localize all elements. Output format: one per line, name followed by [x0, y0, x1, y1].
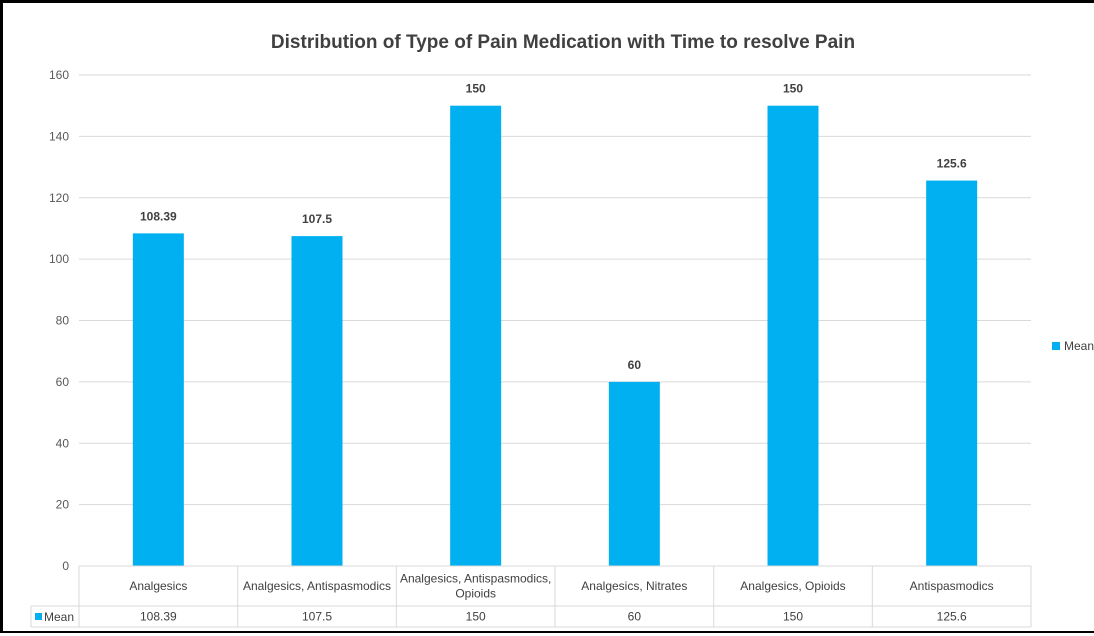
- bar: [926, 180, 978, 566]
- table-value-cell: 60: [628, 610, 642, 624]
- data-label: 107.5: [302, 212, 332, 226]
- y-tick-label: 80: [56, 314, 70, 328]
- chart-title: Distribution of Type of Pain Medication …: [271, 32, 855, 53]
- data-labels: 108.39 107.5 150 60 150 125.6: [140, 82, 967, 372]
- bar: [767, 105, 819, 566]
- x-category-label: Analgesics, Antispasmodics,: [400, 572, 551, 586]
- data-label: 60: [628, 358, 642, 372]
- data-label: 125.6: [937, 157, 967, 171]
- bar: [291, 236, 343, 566]
- y-tick-label: 40: [56, 436, 70, 450]
- y-tick-label: 60: [56, 375, 70, 389]
- table-legend-key: [35, 613, 42, 620]
- bar-chart: Distribution of Type of Pain Medication …: [30, 32, 1094, 628]
- bar: [608, 381, 660, 566]
- gridlines: [79, 74, 1031, 506]
- x-category-label: Opioids: [455, 587, 496, 601]
- legend-label: Mean: [1064, 339, 1094, 353]
- x-category-label: Analgesics, Antispasmodics: [243, 579, 391, 593]
- x-category-label: Antispasmodics: [910, 579, 994, 593]
- data-table: Analgesics 108.39 Analgesics, Antispasmodi…: [30, 565, 1032, 628]
- y-tick-label: 140: [49, 129, 69, 143]
- y-tick-label: 20: [56, 498, 70, 512]
- table-value-cell: 150: [783, 610, 803, 624]
- legend-key: [1052, 342, 1060, 350]
- x-category-label: Analgesics, Nitrates: [581, 579, 687, 593]
- data-label: 108.39: [140, 209, 177, 223]
- y-tick-label: 100: [49, 252, 69, 266]
- data-label: 150: [783, 82, 803, 96]
- table-row-header: Mean: [44, 610, 74, 624]
- data-label: 150: [466, 82, 486, 96]
- table-value-cell: 150: [466, 610, 486, 624]
- y-tick-label: 160: [49, 68, 69, 82]
- x-category-label: Analgesics: [129, 579, 187, 593]
- legend: Mean: [1052, 339, 1094, 353]
- bar: [132, 233, 184, 567]
- table-value-cell: 108.39: [140, 610, 177, 624]
- y-tick-label: 0: [62, 559, 69, 573]
- x-category-label: Analgesics, Opioids: [740, 579, 845, 593]
- y-tick-label: 120: [49, 191, 69, 205]
- bars: [132, 105, 978, 567]
- bar: [450, 105, 502, 566]
- table-value-cell: 107.5: [302, 610, 332, 624]
- y-axis-tick-labels: 0 20 40 60 80 100 120 140 160: [49, 68, 69, 573]
- table-value-cell: 125.6: [937, 610, 967, 624]
